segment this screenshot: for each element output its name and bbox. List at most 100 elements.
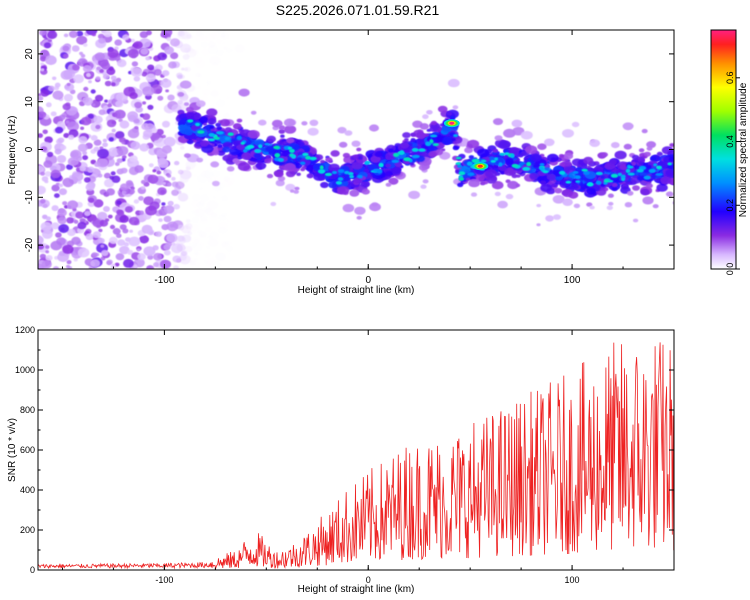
heatmap-cell [204,226,213,233]
heatmap-y-tick-label: -20 [24,237,35,252]
heatmap-cell [464,169,470,174]
heatmap-cell [91,103,96,107]
heatmap-cell [166,233,178,243]
heatmap-cell [411,147,419,152]
heatmap-cell [114,109,126,120]
heatmap-cell [158,218,163,223]
heatmap-cell [142,101,147,105]
heatmap-cell [62,103,71,111]
heatmap-cell [563,152,574,160]
heatmap-cell [402,132,411,139]
heatmap-cell [339,141,348,148]
heatmap-cell [385,163,392,168]
heatmap-cell [635,165,640,169]
heatmap-cell [64,83,75,92]
heatmap-cell [101,61,111,70]
heatmap-cell [128,236,141,247]
heatmap-cell [171,189,179,196]
heatmap-cell [43,160,53,168]
heatmap-cell [258,119,267,126]
heatmap-cell [167,174,172,178]
heatmap-cell [115,131,125,139]
heatmap-cell [52,90,64,100]
heatmap-cell [558,154,565,158]
heatmap-cell [319,159,326,164]
heatmap-cell [147,229,155,236]
heatmap-cell [369,124,379,132]
heatmap-cell [254,139,265,147]
heatmap-cell [212,195,217,199]
heatmap-cell [232,140,240,146]
snr-y-axis-label: SNR (10 * v/v) [7,418,18,482]
heatmap-cell [457,182,464,188]
heatmap-cell [226,219,231,223]
heatmap-cell [88,197,95,203]
heatmap-cell [274,170,284,178]
heatmap-cell [636,168,644,173]
heatmap-cell [660,176,672,185]
heatmap-cell [199,242,205,247]
snr-x-tick-label: -100 [155,575,173,585]
heatmap-cell [158,157,167,165]
heatmap-cell [104,99,108,103]
heatmap-cell [222,146,231,153]
heatmap-cell [208,231,220,241]
heatmap-cell [119,224,127,231]
heatmap-cell [122,258,134,268]
heatmap-cell [190,216,200,224]
heatmap-cell [470,192,478,197]
heatmap-cell [153,262,160,268]
heatmap-cell [246,144,255,149]
heatmap-cell [82,97,90,103]
heatmap-cell [410,138,416,142]
heatmap-cell [40,68,45,72]
heatmap-cell [140,186,146,190]
heatmap-cell [576,164,582,168]
heatmap-cell [102,138,107,143]
heatmap-cell [536,203,542,208]
heatmap-cell [95,94,104,102]
heatmap-cell [353,155,359,160]
heatmap-cell [50,240,62,251]
heatmap-cell [62,201,68,206]
heatmap-cell [490,160,496,163]
heatmap-peak [477,164,483,168]
heatmap-cell [171,243,183,254]
heatmap-cell [441,136,454,145]
heatmap-cell [44,180,49,184]
heatmap-cell [143,129,153,138]
heatmap-cell [71,45,80,52]
heatmap-cell [98,109,106,116]
heatmap-cell [319,165,324,170]
heatmap-cell [162,181,166,185]
heatmap-cell [45,55,57,66]
heatmap-cell [562,129,574,138]
heatmap-cell [39,30,47,36]
heatmap-cell [186,112,196,119]
heatmap-cell [666,164,674,170]
heatmap-cell [152,169,157,173]
heatmap-cell [226,166,235,172]
heatmap-cell [51,184,60,192]
heatmap-cell [232,123,242,130]
heatmap-cell [153,69,162,76]
heatmap-cell [173,203,181,210]
heatmap-cells [38,30,674,269]
heatmap-cell [435,141,445,149]
heatmap-cell [255,162,267,170]
heatmap-cell [110,82,116,87]
heatmap-cell [124,206,133,213]
heatmap-cell [668,156,674,162]
heatmap-cell [492,149,498,153]
heatmap-cell [54,193,60,199]
heatmap-cell [181,234,192,243]
heatmap-cell [536,223,541,227]
heatmap-cell [468,178,480,188]
heatmap-cell [280,134,285,138]
heatmap-cell [116,200,122,205]
heatmap-cell [78,136,88,144]
heatmap-cell [231,145,238,150]
